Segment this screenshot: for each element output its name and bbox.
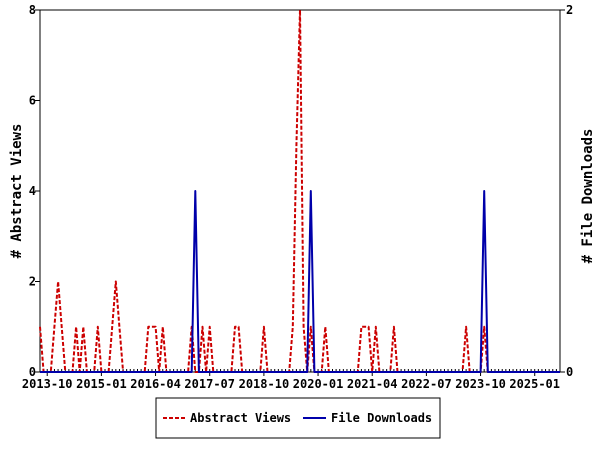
x-tick-label: 2013-10	[22, 377, 73, 391]
right-tick-label: 2	[566, 3, 573, 17]
x-tick-label: 2025-01	[509, 377, 560, 391]
x-tick-label: 2018-10	[239, 377, 290, 391]
left-tick-label: 0	[29, 365, 36, 379]
left-tick-label: 8	[29, 3, 36, 17]
x-tick-label: 2022-07	[401, 377, 452, 391]
legend-box	[155, 397, 441, 439]
left-axis-ticks: 0 2 4 6 8	[29, 3, 40, 379]
legend: Abstract Views File Downloads	[155, 397, 441, 439]
x-tick-label: 2017-07	[184, 377, 235, 391]
series-layer	[39, 9, 560, 373]
x-tick-label: 2020-01	[293, 377, 344, 391]
left-tick-label: 4	[29, 184, 36, 198]
x-tick-label: 2015-01	[76, 377, 127, 391]
x-tick-label: 2021-04	[347, 377, 398, 391]
legend-label-abstract-views: Abstract Views	[190, 411, 291, 425]
series-line-abstract-views	[39, 9, 560, 373]
left-tick-label: 2	[29, 275, 36, 289]
series-line-file-downloads	[40, 190, 560, 373]
right-axis-ticks: 02	[560, 3, 573, 379]
x-tick-label: 2016-04	[130, 377, 181, 391]
x-tick-label: 2023-10	[455, 377, 506, 391]
legend-label-file-downloads: File Downloads	[331, 411, 432, 425]
right-axis-title: # File Downloads	[580, 129, 596, 264]
left-tick-label: 6	[29, 94, 36, 108]
left-axis-title: # Abstract Views	[9, 124, 25, 259]
right-tick-label: 0	[566, 365, 573, 379]
